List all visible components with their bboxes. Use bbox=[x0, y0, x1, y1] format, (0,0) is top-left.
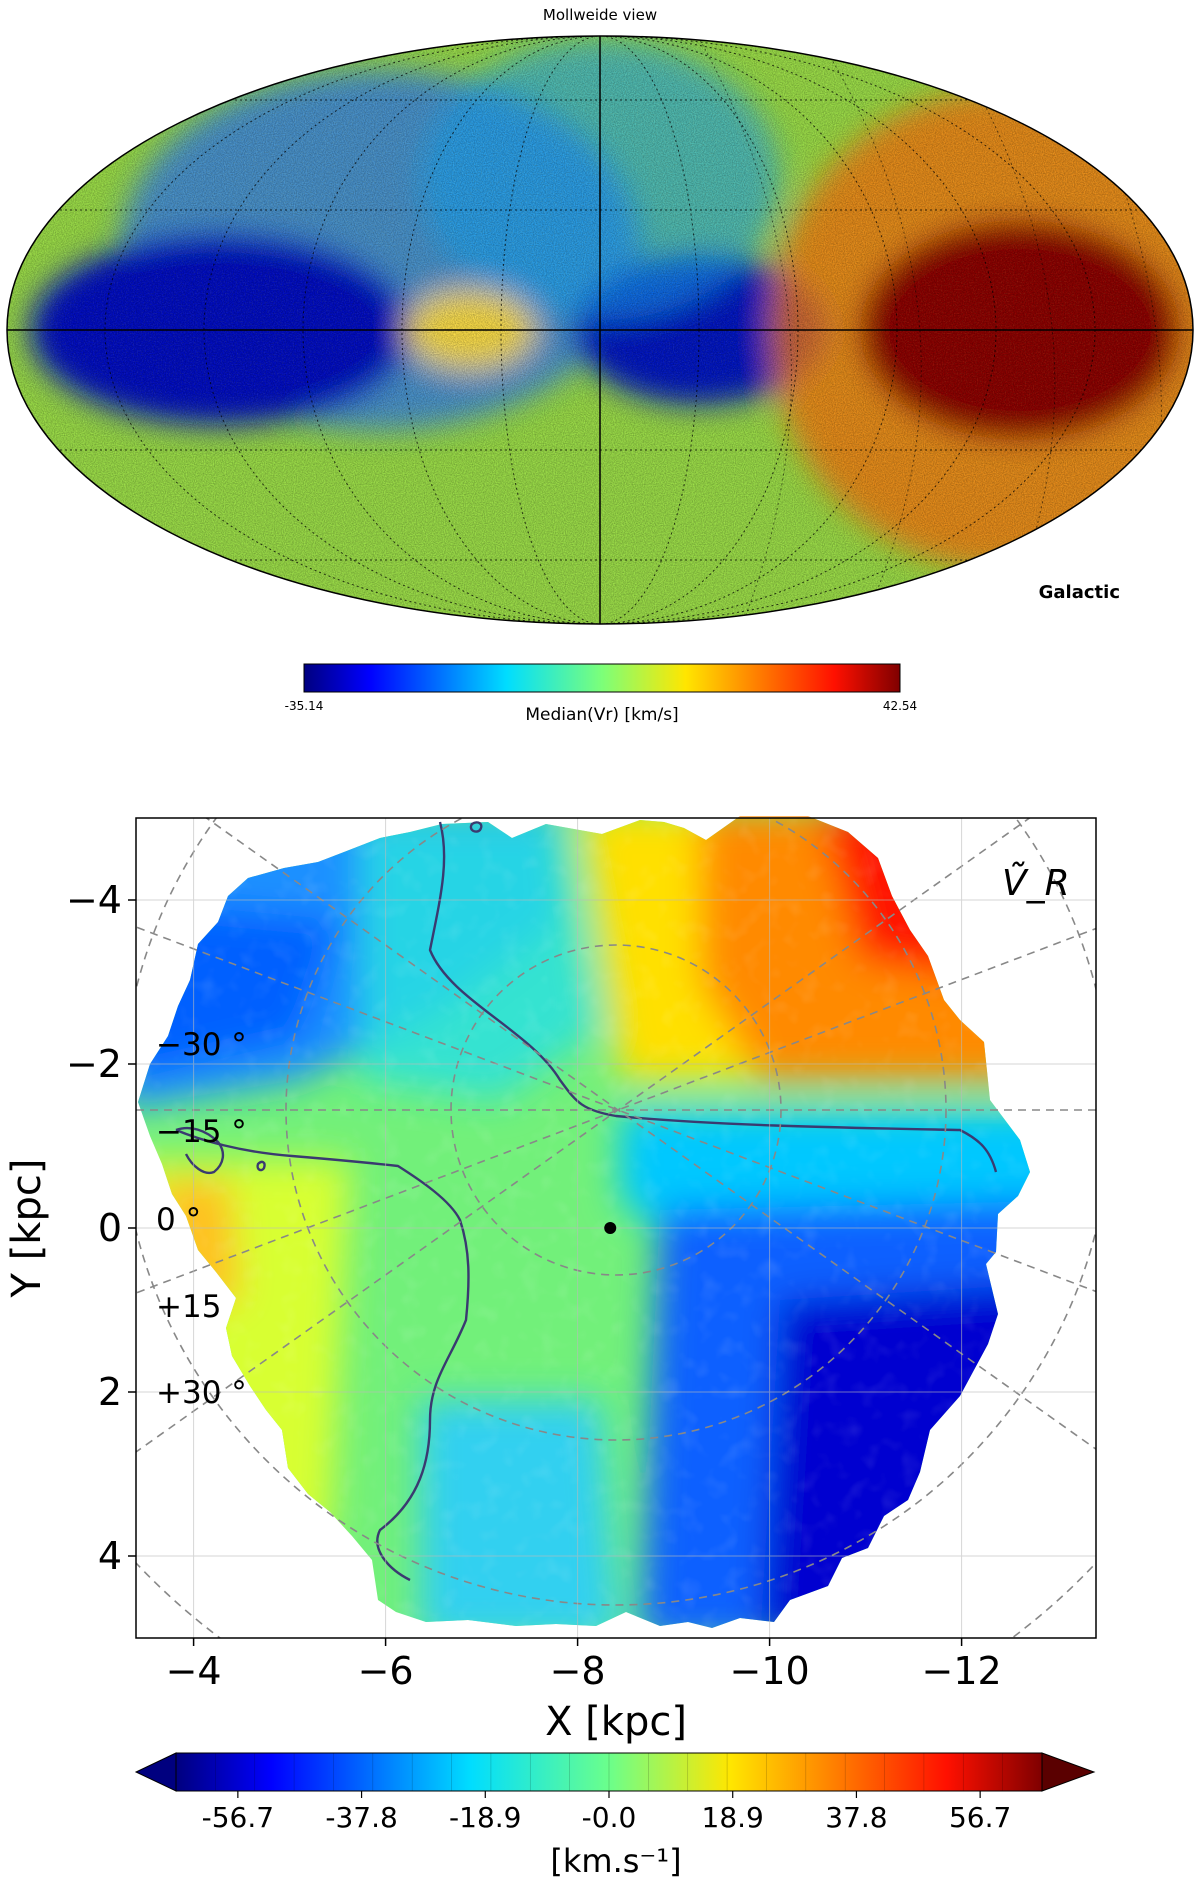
y-tick-label-0: −4 bbox=[66, 878, 122, 922]
colorbar-tick-label-5: 37.8 bbox=[825, 1801, 887, 1834]
y-tick-label-3: 2 bbox=[98, 1370, 122, 1414]
contour-field bbox=[138, 816, 1030, 1628]
x-tick-label-3: −10 bbox=[729, 1649, 809, 1693]
colorbar-extend-low bbox=[134, 1752, 177, 1792]
x-tick-label-1: −6 bbox=[358, 1649, 414, 1693]
azimuth-label-minus-30: −30 ° bbox=[156, 1027, 247, 1063]
colorbar-strip bbox=[175, 1752, 1043, 1792]
azimuth-label-plus-15: +15 bbox=[156, 1289, 221, 1325]
sun-position-marker bbox=[604, 1222, 617, 1234]
colorbar-tick-label-6: 56.7 bbox=[949, 1801, 1011, 1834]
colorbar-tick-label-2: -18.9 bbox=[449, 1801, 521, 1834]
contour-colorbar: -56.7 -37.8 -18.9 -0.0 18.9 37.8 56.7 [km.s⁻¹] bbox=[134, 1752, 1096, 1880]
azimuth-and-radius-circles bbox=[136, 818, 1096, 1638]
coordinate-system-label: Galactic bbox=[1039, 582, 1120, 603]
y-axis-label: Y [kpc] bbox=[4, 1159, 50, 1299]
x-tick-label-2: −8 bbox=[550, 1649, 606, 1693]
zero-contour-lines bbox=[175, 821, 998, 1582]
mollweide-colorbar-max-label: 42.54 bbox=[883, 699, 917, 713]
azimuth-label-plus-30: +30 ° bbox=[156, 1375, 247, 1411]
azimuth-labels: −30 ° −15 ° 0 ° +15 +30 ° bbox=[156, 1027, 247, 1411]
colorbar-extend-high bbox=[1041, 1752, 1096, 1792]
y-tick-label-2: 0 bbox=[98, 1206, 122, 1250]
colorbar-tick-label-0: -56.7 bbox=[202, 1801, 274, 1834]
contour-panel: −4 −6 −8 −10 −12 −4 −2 0 2 4 −30 ° −15 ° 0 ° +15… bbox=[4, 816, 1097, 1880]
x-axis-ticks: −4 −6 −8 −10 −12 bbox=[166, 1638, 1002, 1693]
y-tick-label-4: 4 bbox=[98, 1534, 122, 1578]
panel-annotation-vr: Ṽ_R bbox=[1002, 861, 1070, 904]
colorbar-tick-label-3: -0.0 bbox=[582, 1801, 637, 1834]
mollweide-title: Mollweide view bbox=[543, 6, 657, 24]
colorbar-tick-label-4: 18.9 bbox=[702, 1801, 764, 1834]
x-axis-label: X [kpc] bbox=[545, 1699, 687, 1745]
x-tick-label-4: −12 bbox=[921, 1649, 1001, 1693]
colorbar-unit-label: [km.s⁻¹] bbox=[550, 1842, 681, 1880]
y-axis-ticks: −4 −2 0 2 4 bbox=[66, 878, 136, 1578]
mollweide-colorbar: -35.14 42.54 Median(Vr) [km/s] bbox=[285, 663, 917, 725]
azimuth-label-zero: 0 ° bbox=[156, 1202, 201, 1238]
mollweide-sky-map bbox=[7, 36, 1193, 624]
y-tick-label-1: −2 bbox=[66, 1042, 122, 1086]
mollweide-colorbar-label: Median(Vr) [km/s] bbox=[525, 705, 678, 725]
colorbar-tick-label-1: -37.8 bbox=[325, 1801, 397, 1834]
mollweide-panel: Mollweide view bbox=[6, 6, 1194, 725]
azimuth-label-minus-15: −15 ° bbox=[156, 1114, 247, 1150]
mollweide-colorbar-min-label: -35.14 bbox=[285, 699, 324, 713]
x-tick-label-0: −4 bbox=[166, 1649, 222, 1693]
